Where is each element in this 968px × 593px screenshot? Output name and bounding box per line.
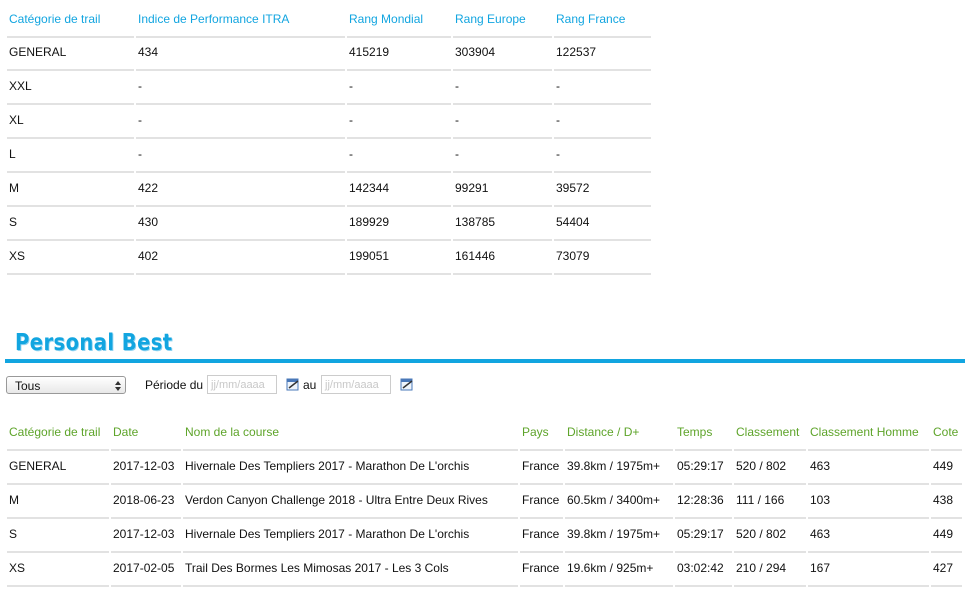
table-cell: 73079 bbox=[554, 240, 651, 275]
column-header: Catégorie de trail bbox=[7, 3, 134, 38]
table-cell: 60.5km / 3400m+ bbox=[565, 484, 673, 519]
table-cell: 39.8km / 1975m+ bbox=[565, 450, 673, 485]
select-value: Tous bbox=[15, 379, 41, 393]
category-select[interactable]: Tous bbox=[6, 376, 126, 394]
column-header: Classement Homme bbox=[808, 416, 929, 451]
table-cell: 03:02:42 bbox=[675, 552, 732, 587]
table-cell: 122537 bbox=[554, 36, 651, 71]
table-cell: - bbox=[554, 138, 651, 173]
table-cell: 449 bbox=[931, 450, 962, 485]
table-cell: 427 bbox=[931, 552, 962, 587]
table-cell: 438 bbox=[931, 484, 962, 519]
table-cell: 210 / 294 bbox=[734, 552, 806, 587]
section-rule bbox=[5, 359, 965, 363]
table-cell: 2017-12-03 bbox=[111, 450, 181, 485]
table-cell: Hivernale Des Templiers 2017 - Marathon … bbox=[183, 450, 518, 485]
date-from-input[interactable]: jj/mm/aaaa bbox=[207, 375, 277, 394]
table-cell: 39.8km / 1975m+ bbox=[565, 518, 673, 553]
table-cell: 05:29:17 bbox=[675, 518, 732, 553]
table-cell: 99291 bbox=[453, 172, 552, 207]
table-cell: - bbox=[554, 104, 651, 139]
date-to-input[interactable]: jj/mm/aaaa bbox=[321, 375, 391, 394]
table-cell: 54404 bbox=[554, 206, 651, 241]
column-header: Temps bbox=[675, 416, 732, 451]
table-cell: France bbox=[520, 518, 563, 553]
calendar-icon[interactable] bbox=[285, 376, 301, 392]
table-cell: 422 bbox=[136, 172, 345, 207]
table-cell: 167 bbox=[808, 552, 929, 587]
table-cell: 111 / 166 bbox=[734, 484, 806, 519]
column-header: Rang Mondial bbox=[347, 3, 451, 38]
table-cell: 199051 bbox=[347, 240, 451, 275]
table-cell: 2017-02-05 bbox=[111, 552, 181, 587]
table-cell: S bbox=[7, 518, 109, 553]
table-cell: France bbox=[520, 484, 563, 519]
table-cell: 303904 bbox=[453, 36, 552, 71]
column-header: Pays bbox=[520, 416, 563, 451]
table-cell: 520 / 802 bbox=[734, 450, 806, 485]
section-title: Personal Best bbox=[15, 330, 173, 356]
column-header: Indice de Performance ITRA bbox=[136, 3, 345, 38]
table-cell: S bbox=[7, 206, 134, 241]
table-cell: 138785 bbox=[453, 206, 552, 241]
table-cell: 430 bbox=[136, 206, 345, 241]
table-cell: 103 bbox=[808, 484, 929, 519]
table-cell: - bbox=[347, 138, 451, 173]
calendar-icon[interactable] bbox=[399, 376, 415, 392]
table-cell: France bbox=[520, 552, 563, 587]
table-cell: XS bbox=[7, 240, 134, 275]
table-cell: - bbox=[136, 104, 345, 139]
table-cell: 12:28:36 bbox=[675, 484, 732, 519]
table-cell: 415219 bbox=[347, 36, 451, 71]
table-cell: M bbox=[7, 172, 134, 207]
table-cell: - bbox=[136, 70, 345, 105]
table-cell: 161446 bbox=[453, 240, 552, 275]
table-cell: GENERAL bbox=[7, 36, 134, 71]
column-header: Cote bbox=[931, 416, 962, 451]
table-cell: Hivernale Des Templiers 2017 - Marathon … bbox=[183, 518, 518, 553]
table-cell: 19.6km / 925m+ bbox=[565, 552, 673, 587]
column-header: Classement bbox=[734, 416, 806, 451]
table-cell: 2017-12-03 bbox=[111, 518, 181, 553]
table-cell: XS bbox=[7, 552, 109, 587]
table-cell: - bbox=[453, 104, 552, 139]
table-cell: 05:29:17 bbox=[675, 450, 732, 485]
to-label: au bbox=[303, 378, 317, 392]
table-cell: GENERAL bbox=[7, 450, 109, 485]
column-header: Rang France bbox=[554, 3, 651, 38]
table-cell: 520 / 802 bbox=[734, 518, 806, 553]
table-cell: L bbox=[7, 138, 134, 173]
table-cell: - bbox=[453, 70, 552, 105]
table-cell: M bbox=[7, 484, 109, 519]
column-header: Rang Europe bbox=[453, 3, 552, 38]
table-cell: 434 bbox=[136, 36, 345, 71]
table-cell: Verdon Canyon Challenge 2018 - Ultra Ent… bbox=[183, 484, 518, 519]
table-cell: XXL bbox=[7, 70, 134, 105]
table-cell: 463 bbox=[808, 518, 929, 553]
table-cell: - bbox=[554, 70, 651, 105]
table-cell: France bbox=[520, 450, 563, 485]
table-cell: 2018-06-23 bbox=[111, 484, 181, 519]
table-cell: 189929 bbox=[347, 206, 451, 241]
column-header: Date bbox=[111, 416, 181, 451]
table-cell: 39572 bbox=[554, 172, 651, 207]
table-cell: - bbox=[347, 104, 451, 139]
column-header: Distance / D+ bbox=[565, 416, 673, 451]
select-arrows bbox=[115, 381, 121, 391]
column-header: Nom de la course bbox=[183, 416, 518, 451]
column-header: Catégorie de trail bbox=[7, 416, 109, 451]
table-cell: XL bbox=[7, 104, 134, 139]
period-label: Période du bbox=[145, 378, 204, 392]
table-cell: - bbox=[347, 70, 451, 105]
table-cell: 402 bbox=[136, 240, 345, 275]
table-cell: 142344 bbox=[347, 172, 451, 207]
table-cell: 463 bbox=[808, 450, 929, 485]
table-cell: - bbox=[136, 138, 345, 173]
table-cell: Trail Des Bormes Les Mimosas 2017 - Les … bbox=[183, 552, 518, 587]
table-cell: - bbox=[453, 138, 552, 173]
table-cell: 449 bbox=[931, 518, 962, 553]
